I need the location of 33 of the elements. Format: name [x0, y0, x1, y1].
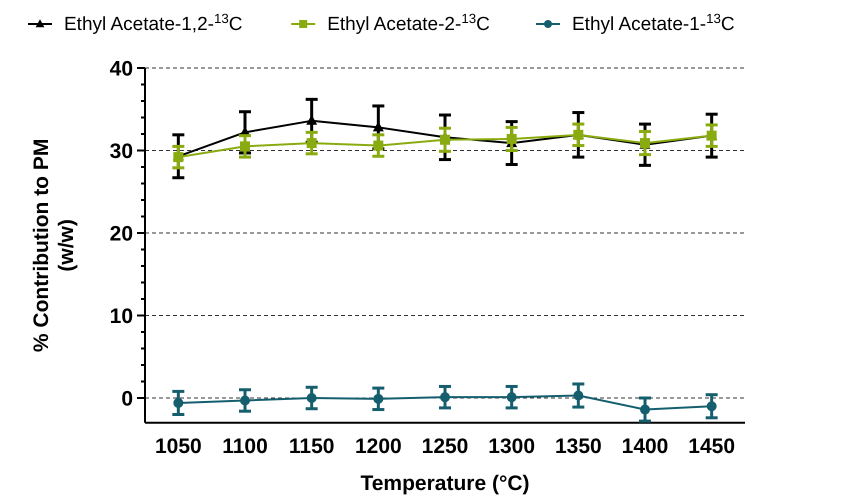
x-axis-title: Temperature (°C)	[360, 472, 530, 495]
x-tick-label: 1400	[622, 434, 668, 458]
x-tick-label: 1250	[422, 434, 468, 458]
y-tick-label: 20	[110, 222, 133, 246]
point	[306, 393, 317, 403]
x-tick-label: 1150	[288, 434, 334, 458]
y-tick-label: 40	[110, 57, 133, 80]
x-tick-label: 1350	[554, 434, 602, 458]
point	[640, 404, 650, 415]
point	[240, 395, 250, 406]
y-tick-label: 30	[110, 140, 133, 163]
legend-label: Ethyl Acetate-1-$^{13}$C	[572, 10, 735, 35]
point	[573, 390, 584, 401]
point	[440, 392, 450, 402]
point	[506, 134, 517, 144]
point	[240, 141, 250, 152]
point	[306, 138, 317, 148]
x-tick-label: 1100	[222, 434, 268, 458]
point	[173, 398, 184, 408]
x-tick-label: 1050	[154, 434, 202, 458]
point	[440, 134, 450, 145]
point	[373, 140, 384, 151]
point	[506, 392, 517, 402]
point	[706, 401, 717, 412]
legend-label: Ethyl Acetate-2-$^{13}$C	[327, 10, 490, 35]
y-axis-title: % Contribution to PM (w/w)	[30, 138, 78, 352]
y-tick-label: 0	[121, 387, 133, 410]
y-tick-label: 10	[110, 304, 133, 328]
x-tick-label: 1450	[688, 434, 736, 458]
legend-label: Ethyl Acetate-1,2-$^{13}$C	[64, 10, 242, 35]
x-tick-label: 1300	[488, 434, 536, 458]
point	[373, 394, 384, 404]
x-tick-label: 1200	[354, 434, 402, 458]
